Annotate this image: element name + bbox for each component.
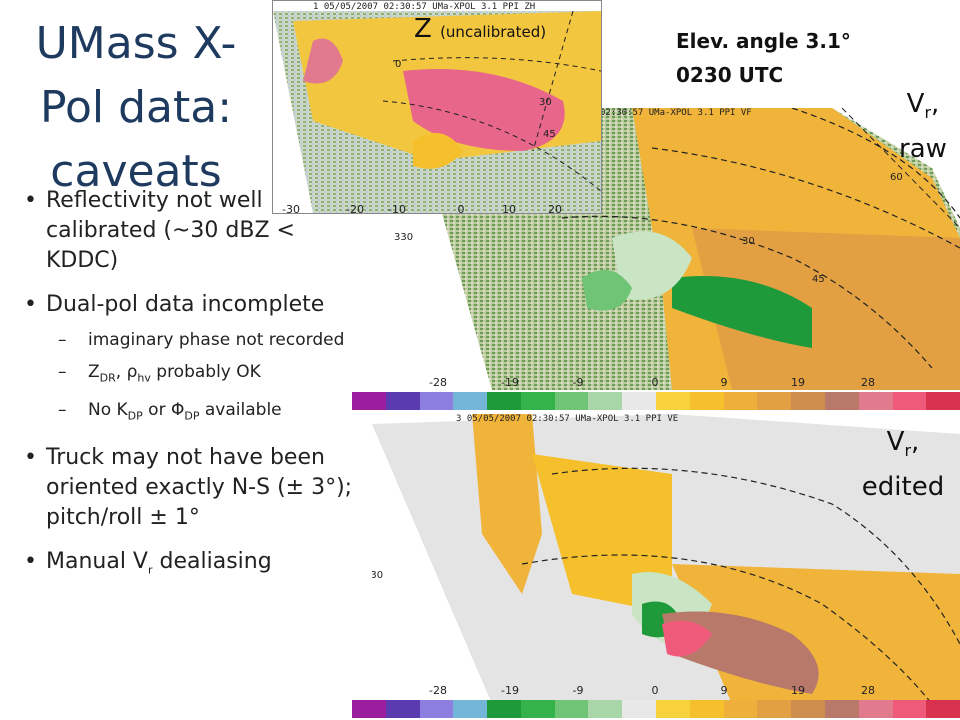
color-swatch [689,700,724,718]
bullet-item: Truck may not have been oriented exactly… [18,443,368,533]
color-swatch [791,700,825,718]
range-ring-label: 0 [395,59,402,70]
bullet-item: Dual-pol data incomplete imaginary phase… [18,290,368,429]
bullet-item: Reflectivity not well calibrated (~30 dB… [18,186,368,276]
color-swatch [926,700,960,718]
range-ring-label: 30 [539,97,552,108]
range-ring-label: 330 [394,232,414,243]
color-swatch [892,700,927,718]
color-swatch [858,392,893,410]
range-ring-label: 45 [812,274,825,285]
vr-raw-label: Vr, raw [899,89,947,165]
range-ring-label: 330 [372,570,384,581]
range-ring-label: 45 [543,129,556,140]
color-swatch [689,392,724,410]
bullet-list: Reflectivity not well calibrated (~30 dB… [18,186,368,599]
sub-bullet-list: imaginary phase not recorded ZDR, ρhv pr… [46,328,368,429]
z-label: Z (uncalibrated) [414,14,547,44]
slide-title: UMass X-Pol data: caveats [35,18,237,197]
color-swatch [622,392,657,410]
color-swatch [757,392,792,410]
color-swatch [419,392,454,410]
color-swatch [656,700,690,718]
color-swatch [385,700,420,718]
color-swatch [352,392,386,410]
radar-image-vr-edited [372,414,960,704]
radar-image-vr-raw [372,108,960,390]
panel-header: 02:30:57 UMa-XPOL 3.1 PPI VF [600,108,752,118]
color-swatch [419,700,454,718]
panel-header: 3 05/05/2007 02:30:57 UMa-XPOL 3.1 PPI V… [456,414,679,424]
color-swatch [926,392,960,410]
color-swatch [385,392,420,410]
radar-panel-z: 1 05/05/2007 02:30:57 UMa-XPOL 3.1 PPI Z… [272,0,602,214]
elevation-time-annotation: Elev. angle 3.1° 0230 UTC [676,29,851,87]
color-swatch [554,392,589,410]
color-swatch [487,700,521,718]
color-swatch [588,700,623,718]
color-swatch [520,392,555,410]
sub-bullet-item: ZDR, ρhv probably OK [46,360,368,390]
color-swatch [757,700,792,718]
color-swatch [791,392,825,410]
sub-bullet-item: imaginary phase not recorded [46,328,368,352]
sub-bullet-item: No KDP or ΦDP available [46,398,368,428]
radar-panel-vr-edited: 3 05/05/2007 02:30:57 UMa-XPOL 3.1 PPI V… [372,414,960,704]
radar-panel-vr-raw: 02:30:57 UMa-XPOL 3.1 PPI VF 330 30 45 6… [372,108,960,390]
color-swatch [824,392,859,410]
color-swatch [453,392,488,410]
color-swatch [723,392,758,410]
vr-edited-label: Vr, edited [861,427,945,503]
velocity-color-scale-edited [352,700,960,718]
color-swatch [824,700,859,718]
velocity-color-scale-raw [352,392,960,410]
color-swatch [487,392,521,410]
color-swatch [588,392,623,410]
color-swatch [453,700,488,718]
color-swatch [554,700,589,718]
color-swatch [622,700,657,718]
color-swatch [520,700,555,718]
panel-header: 1 05/05/2007 02:30:57 UMa-XPOL 3.1 PPI Z… [313,2,536,12]
range-ring-label: 60 [890,172,903,183]
range-ring-label: 30 [742,236,755,247]
velocity-scale-ticks-edited: -28 -19 -9 0 9 19 28 [429,684,875,697]
color-swatch [656,392,690,410]
radar-image-z [273,1,601,213]
color-swatch [352,700,386,718]
bullet-item: Manual Vr dealiasing [18,547,368,585]
color-swatch [723,700,758,718]
color-swatch [858,700,893,718]
reflectivity-scale-ticks: -30 -20 -10 0 10 20 [282,203,562,214]
velocity-scale-ticks-raw: -28 -19 -9 0 9 19 28 [429,376,875,389]
color-swatch [892,392,927,410]
